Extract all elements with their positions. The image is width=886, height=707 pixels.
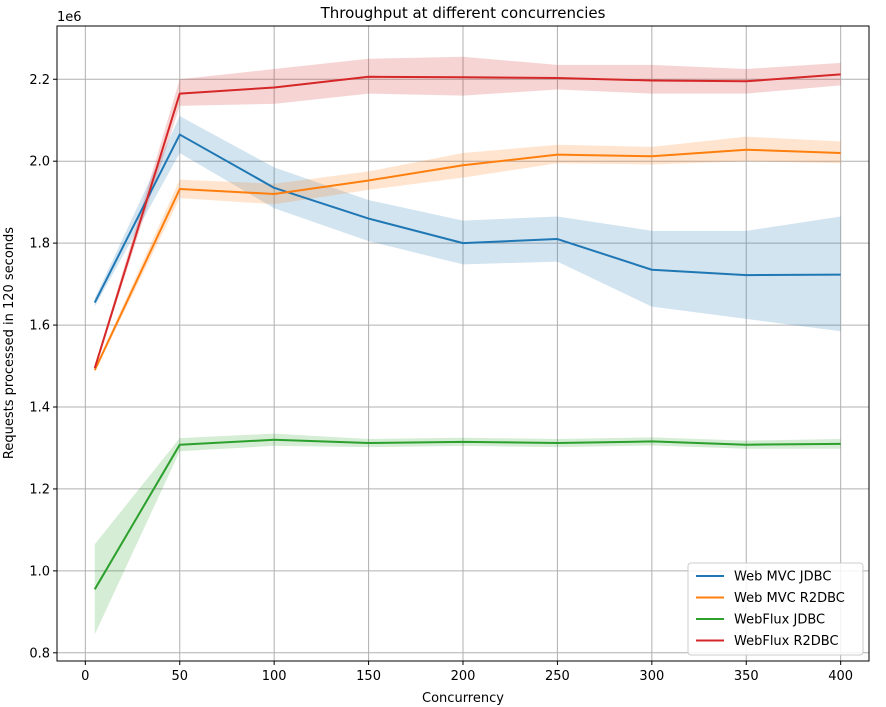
y-tick-label: 1.0 <box>29 564 50 579</box>
series-lines <box>93 73 841 590</box>
y-tick-label: 1.6 <box>29 319 50 334</box>
y-axis-offset-label: 1e6 <box>57 10 82 25</box>
y-tick-label: 0.8 <box>29 646 50 661</box>
line-web-mvc-jdbc <box>93 133 841 303</box>
x-tick-label: 200 <box>451 669 476 684</box>
x-tick-label: 300 <box>639 669 664 684</box>
x-tick-label: 250 <box>545 669 570 684</box>
x-axis-label: Concurrency <box>422 691 504 706</box>
band-webflux-r2dbc <box>94 56 841 371</box>
legend-label-webflux-jdbc: WebFlux JDBC <box>734 613 825 628</box>
y-tick-label: 2.2 <box>29 73 50 88</box>
chart-title: Throughput at different concurrencies <box>320 4 606 22</box>
band-web-mvc-r2dbc <box>94 136 841 373</box>
line-webflux-jdbc <box>93 438 841 590</box>
band-web-mvc-jdbc <box>94 116 841 332</box>
x-tick-label: 350 <box>734 669 759 684</box>
x-tick-label: 50 <box>171 669 188 684</box>
x-axis-ticks: 0 50 100 150 200 250 300 350 400 <box>81 661 853 684</box>
x-tick-label: 150 <box>356 669 381 684</box>
line-web-mvc-r2dbc <box>93 148 841 371</box>
legend: Web MVC JDBC Web MVC R2DBC WebFlux JDBC Web… <box>687 562 864 656</box>
y-tick-label: 1.2 <box>29 482 50 497</box>
x-tick-label: 0 <box>81 669 89 684</box>
grid <box>57 26 869 661</box>
x-tick-label: 400 <box>828 669 853 684</box>
line-webflux-r2dbc <box>93 73 841 369</box>
y-tick-label: 1.4 <box>29 401 50 416</box>
y-axis-ticks: 0.8 1.0 1.2 1.4 1.6 1.8 2.0 2.2 <box>29 73 57 661</box>
x-tick-label: 100 <box>262 669 287 684</box>
legend-label-webflux-r2dbc: WebFlux R2DBC <box>734 634 839 649</box>
legend-label-web-mvc-r2dbc: Web MVC R2DBC <box>734 591 845 606</box>
band-webflux-jdbc <box>94 433 841 635</box>
legend-box <box>687 562 864 656</box>
confidence-bands <box>94 56 841 635</box>
legend-label-web-mvc-jdbc: Web MVC JDBC <box>734 570 831 585</box>
y-tick-label: 1.8 <box>29 237 50 252</box>
y-tick-label: 2.0 <box>29 155 50 170</box>
y-axis-label: Requests processed in 120 seconds <box>2 227 17 459</box>
